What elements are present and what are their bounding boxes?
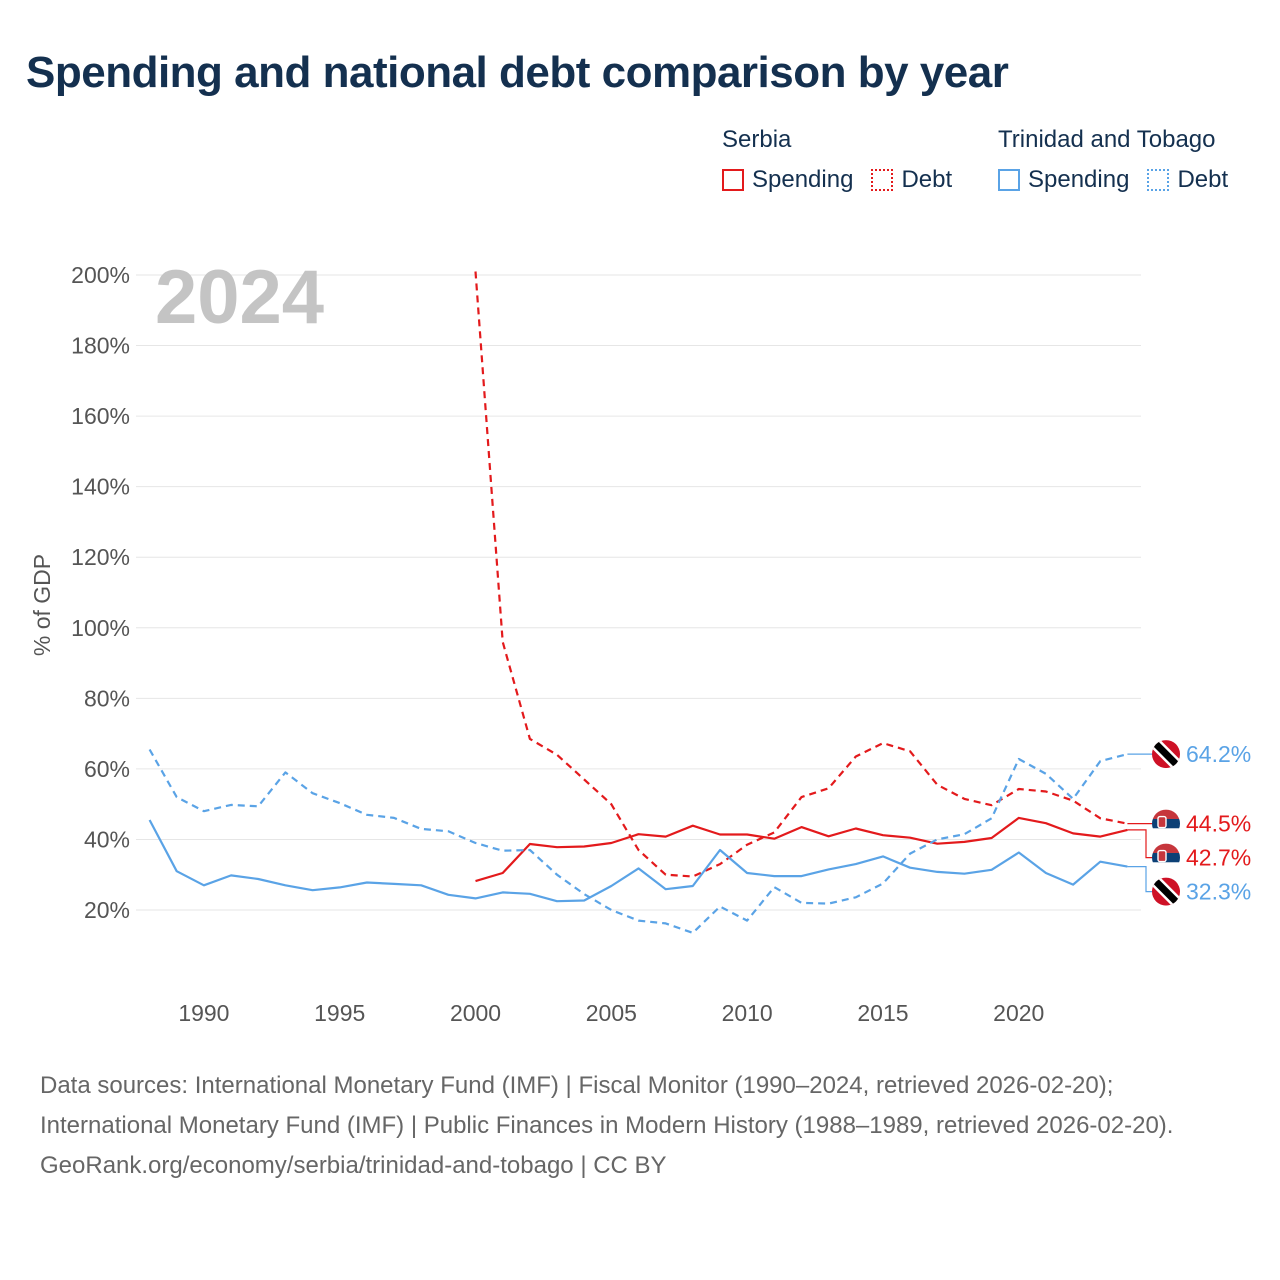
legend-group-serbia: Serbia Spending Debt: [722, 124, 970, 194]
x-tick-label: 2000: [450, 1000, 501, 1026]
legend-swatch-solid-icon: [998, 169, 1020, 191]
x-tick-label: 2010: [722, 1000, 773, 1026]
x-tick-label: 1995: [314, 1000, 365, 1026]
trinidad-flag-icon: [1152, 877, 1180, 906]
end-label-connector: [1127, 866, 1152, 893]
line-chart: 20% 40% 60% 80% 100% 120% 140% 160% 180% 200% 1990…: [29, 255, 1251, 1026]
legend-item-label: Spending: [1028, 166, 1130, 193]
x-tick-label: 1990: [178, 1000, 229, 1026]
y-tick-label: 160%: [71, 403, 130, 429]
x-tick-label: 2020: [993, 1000, 1044, 1026]
y-tick-label: 40%: [84, 826, 130, 852]
credit-link[interactable]: GeoRank.org/economy/serbia/trinidad-and-…: [40, 1152, 667, 1179]
y-tick-label: 120%: [71, 544, 130, 570]
trinidad-flag-icon: [1152, 740, 1180, 769]
data-sources: Data sources: International Monetary Fun…: [40, 1072, 1174, 1139]
x-tick-label: 2015: [857, 1000, 908, 1026]
legend-item-label: Debt: [901, 166, 953, 193]
series-line-serbia-debt[interactable]: [474, 271, 1128, 878]
legend-item-serbia-debt[interactable]: Debt: [871, 166, 952, 194]
legend-swatch-dotted-icon: [1147, 169, 1170, 191]
y-tick-label: 140%: [71, 474, 130, 500]
y-tick-label: 80%: [84, 685, 130, 711]
legend-group-label: Serbia: [722, 126, 792, 153]
year-label: 2024: [155, 255, 324, 340]
legend-swatch-dotted-icon: [871, 169, 894, 191]
series-line-trinidad-and-tobago-spending[interactable]: [148, 819, 1128, 903]
end-label-connector: [1127, 829, 1152, 859]
chart-title: Spending and national debt comparison by…: [26, 48, 1009, 97]
legend-item-serbia-spending[interactable]: Spending: [722, 166, 853, 194]
end-value-label: 64.2%: [1186, 741, 1251, 767]
legend-swatch-solid-icon: [722, 169, 744, 191]
footer: Data sources: International Monetary Fun…: [40, 1066, 1240, 1186]
end-value-label: 32.3%: [1186, 879, 1251, 905]
y-tick-label: 200%: [71, 262, 130, 288]
legend-group-trinidad: Trinidad and Tobago Spending Debt: [998, 124, 1246, 194]
y-tick-label: 60%: [84, 756, 130, 782]
serbia-flag-icon: [1152, 843, 1180, 872]
series-line-trinidad-and-tobago-debt[interactable]: [148, 748, 1128, 934]
y-axis-label: % of GDP: [29, 554, 55, 656]
legend-group-label: Trinidad and Tobago: [998, 126, 1216, 153]
end-value-label: 44.5%: [1186, 811, 1251, 837]
legend-item-trinidad-debt[interactable]: Debt: [1147, 166, 1228, 194]
y-tick-label: 180%: [71, 333, 130, 359]
legend-item-trinidad-spending[interactable]: Spending: [998, 166, 1129, 194]
x-tick-label: 2005: [586, 1000, 637, 1026]
series-line-serbia-spending[interactable]: [475, 816, 1128, 883]
serbia-flag-icon: [1152, 809, 1180, 838]
legend-item-label: Debt: [1177, 166, 1229, 193]
y-tick-label: 20%: [84, 897, 130, 923]
y-tick-label: 100%: [71, 615, 130, 641]
end-value-label: 42.7%: [1186, 845, 1251, 871]
legend-item-label: Spending: [752, 166, 854, 193]
